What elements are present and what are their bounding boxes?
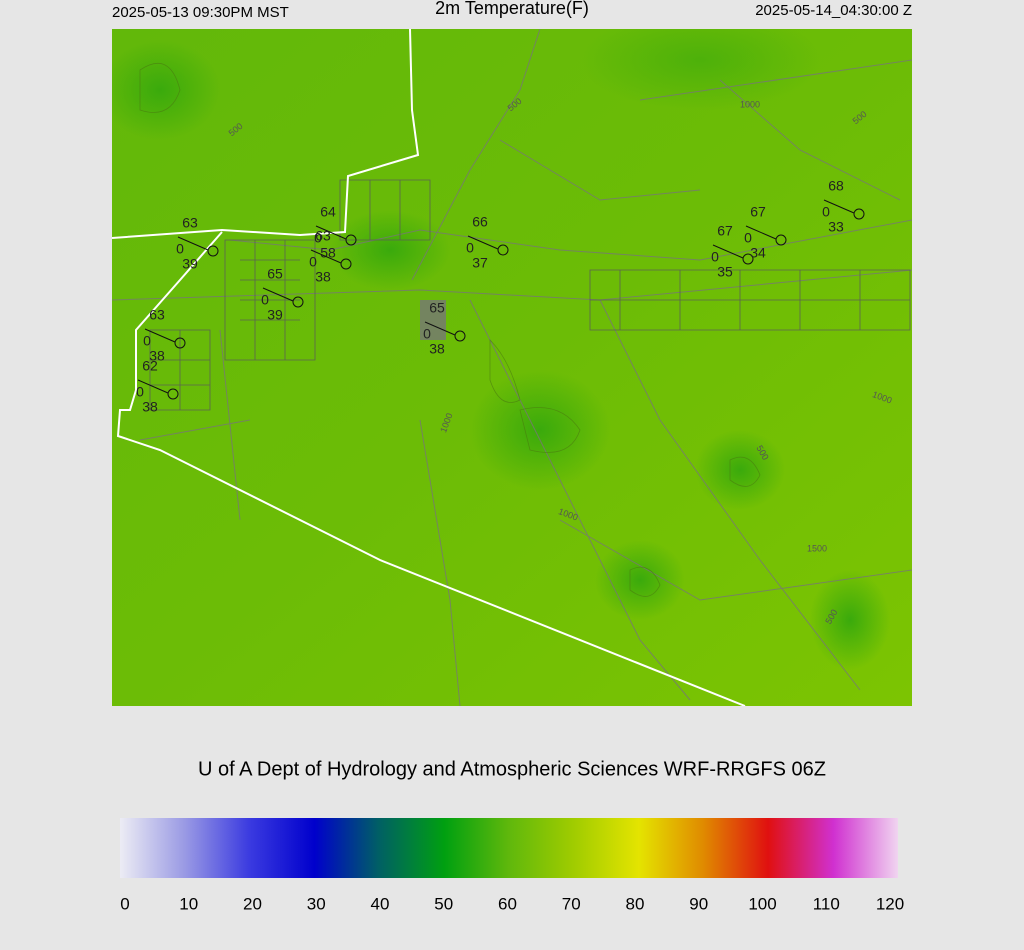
colorbar-tick-label: 80 [626, 894, 645, 913]
station-dewpoint: 38 [315, 269, 331, 285]
valid-time-local: 2025-05-13 09:30PM MST [112, 4, 289, 21]
station-wind: 0 [744, 230, 752, 246]
colorbar [120, 818, 898, 878]
station-dewpoint: 58 [320, 245, 336, 261]
colorbar-tick-label: 10 [179, 894, 198, 913]
colorbar-tick-label: 120 [876, 894, 904, 913]
station-temp: 68 [828, 178, 844, 194]
station-temp: 65 [429, 300, 445, 316]
station-temp: 62 [142, 358, 158, 374]
station-circle [174, 337, 186, 349]
station-wind: 0 [136, 384, 144, 400]
station-dewpoint: 39 [182, 256, 198, 272]
colorbar-tick-label: 20 [243, 894, 262, 913]
station-circle [454, 330, 466, 342]
station-circle [345, 234, 357, 246]
wind-barb [745, 225, 777, 240]
colorbar-tick-label: 70 [562, 894, 581, 913]
map-title: 2m Temperature(F) [435, 0, 589, 18]
station-temp: 67 [717, 223, 733, 239]
wind-barb [467, 235, 499, 250]
station-dewpoint: 37 [472, 255, 488, 271]
station-wind: 0 [176, 241, 184, 257]
station-wind: 0 [466, 240, 474, 256]
station-wind: 0 [711, 249, 719, 265]
station-circle [497, 244, 509, 256]
wind-barb [310, 249, 342, 264]
colorbar-tick-label: 100 [748, 894, 776, 913]
wind-barb [177, 236, 209, 251]
contour-label: 1000 [740, 99, 760, 109]
wind-barb [262, 287, 294, 302]
wind-barb [712, 244, 744, 259]
station-dewpoint: 35 [717, 264, 733, 280]
station-wind: 0 [143, 333, 151, 349]
station-dewpoint: 34 [750, 245, 766, 261]
station-dewpoint: 39 [267, 307, 283, 323]
wind-barb [144, 328, 176, 343]
colorbar-tick-label: 40 [371, 894, 390, 913]
station-temp: 64 [320, 204, 336, 220]
station-circle [775, 234, 787, 246]
wind-barb [424, 321, 456, 336]
contour-label: 1500 [807, 543, 827, 553]
colorbar-tick-label: 110 [813, 894, 840, 913]
station-temp: 63 [149, 307, 165, 323]
wind-barb [823, 199, 855, 214]
colorbar-tick-label: 60 [498, 894, 517, 913]
station-dewpoint: 33 [828, 219, 844, 235]
station-temp: 65 [267, 266, 283, 282]
colorbar-tick-label: 50 [434, 894, 453, 913]
colorbar-tick-label: 0 [120, 894, 129, 913]
station-wind: 0 [309, 254, 317, 270]
station-wind: 0 [423, 326, 431, 342]
station-temp: 67 [750, 204, 766, 220]
station-circle [292, 296, 304, 308]
station-temp: 63 [182, 215, 198, 231]
colorbar-tick-label: 30 [307, 894, 326, 913]
station-temp: 63 [315, 228, 331, 244]
station-wind: 0 [822, 204, 830, 220]
station-dewpoint: 38 [149, 348, 165, 364]
station-wind: 0 [261, 292, 269, 308]
station-circle [853, 208, 865, 220]
station-circle [742, 253, 754, 265]
station-circle [340, 258, 352, 270]
map [112, 29, 912, 706]
station-circle [207, 245, 219, 257]
station-circle [167, 388, 179, 400]
station-wind: 0 [314, 230, 322, 246]
station-dewpoint: 38 [429, 341, 445, 357]
credit: U of A Dept of Hydrology and Atmospheric… [198, 758, 826, 780]
wind-barb [137, 379, 169, 394]
valid-time-utc: 2025-05-14_04:30:00 Z [755, 2, 912, 19]
colorbar-tick-label: 90 [689, 894, 708, 913]
wind-barb [315, 225, 347, 240]
station-dewpoint: 38 [142, 399, 158, 415]
station-temp: 66 [472, 214, 488, 230]
